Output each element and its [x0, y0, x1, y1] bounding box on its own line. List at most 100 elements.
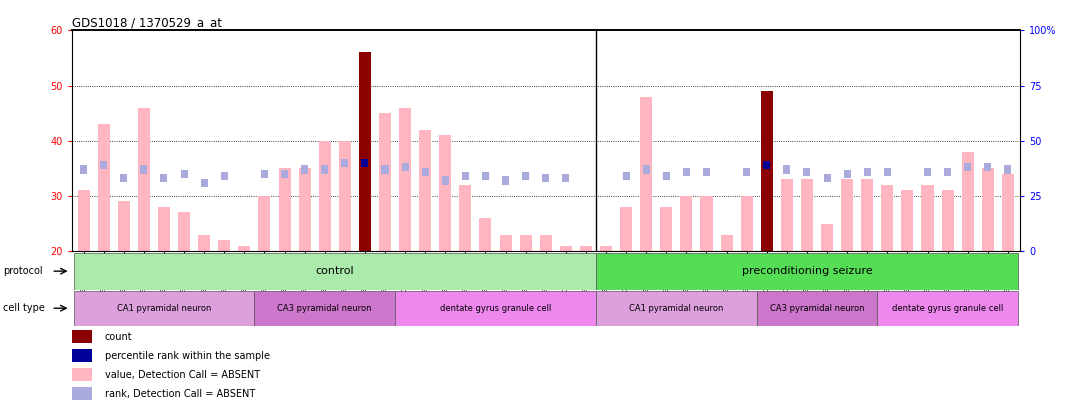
- Bar: [844, 170, 850, 178]
- Bar: [299, 168, 311, 251]
- Bar: [97, 124, 110, 251]
- Bar: [480, 218, 491, 251]
- Bar: [743, 168, 750, 176]
- Text: preconditioning seizure: preconditioning seizure: [741, 266, 873, 276]
- Bar: [961, 152, 974, 251]
- Bar: [442, 176, 449, 185]
- Bar: [258, 196, 270, 251]
- Bar: [221, 172, 227, 180]
- Bar: [760, 91, 773, 251]
- Bar: [596, 291, 757, 326]
- Bar: [944, 168, 952, 176]
- Bar: [663, 172, 670, 180]
- Bar: [502, 176, 509, 185]
- Bar: [682, 168, 690, 176]
- Bar: [422, 168, 428, 176]
- Bar: [520, 234, 532, 251]
- Bar: [623, 172, 630, 180]
- Bar: [178, 213, 190, 251]
- Text: percentile rank within the sample: percentile rank within the sample: [105, 351, 270, 361]
- Text: dentate gyrus granule cell: dentate gyrus granule cell: [892, 304, 1003, 313]
- Bar: [877, 291, 1018, 326]
- Bar: [600, 245, 612, 251]
- Bar: [238, 245, 250, 251]
- Bar: [703, 168, 710, 176]
- Bar: [439, 135, 452, 251]
- Bar: [560, 245, 571, 251]
- Bar: [864, 168, 870, 176]
- Bar: [100, 161, 107, 169]
- Bar: [74, 253, 596, 290]
- Bar: [740, 196, 753, 251]
- Bar: [823, 174, 831, 182]
- Bar: [180, 170, 188, 178]
- Bar: [80, 165, 88, 174]
- Bar: [1004, 165, 1011, 174]
- Bar: [580, 245, 592, 251]
- Bar: [279, 168, 290, 251]
- Bar: [158, 207, 170, 251]
- Bar: [261, 170, 268, 178]
- Bar: [74, 291, 254, 326]
- Bar: [884, 168, 891, 176]
- Bar: [402, 163, 409, 171]
- Bar: [861, 179, 874, 251]
- Bar: [72, 349, 93, 362]
- Bar: [643, 165, 649, 174]
- Text: count: count: [105, 332, 132, 342]
- Bar: [199, 234, 210, 251]
- Bar: [922, 185, 933, 251]
- Bar: [72, 368, 93, 381]
- Bar: [301, 165, 309, 174]
- Bar: [321, 165, 328, 174]
- Bar: [764, 161, 770, 169]
- Bar: [701, 196, 712, 251]
- Bar: [563, 174, 569, 182]
- Bar: [660, 207, 673, 251]
- Bar: [121, 174, 127, 182]
- Bar: [783, 165, 790, 174]
- Text: rank, Detection Call = ABSENT: rank, Detection Call = ABSENT: [105, 389, 255, 399]
- Bar: [500, 234, 512, 251]
- Text: CA3 pyramidal neuron: CA3 pyramidal neuron: [770, 304, 864, 313]
- Text: CA1 pyramidal neuron: CA1 pyramidal neuron: [116, 304, 211, 313]
- Bar: [881, 185, 893, 251]
- Text: CA3 pyramidal neuron: CA3 pyramidal neuron: [278, 304, 372, 313]
- Text: CA1 pyramidal neuron: CA1 pyramidal neuron: [629, 304, 723, 313]
- Bar: [254, 291, 395, 326]
- Bar: [901, 190, 913, 251]
- Bar: [379, 113, 391, 251]
- Text: value, Detection Call = ABSENT: value, Detection Call = ABSENT: [105, 370, 260, 380]
- Bar: [680, 196, 692, 251]
- Bar: [339, 141, 351, 251]
- Bar: [981, 168, 994, 251]
- Bar: [539, 234, 552, 251]
- Bar: [381, 165, 389, 174]
- Bar: [543, 174, 549, 182]
- Bar: [985, 163, 991, 171]
- Bar: [757, 291, 877, 326]
- Bar: [482, 172, 489, 180]
- Text: GDS1018 / 1370529_a_at: GDS1018 / 1370529_a_at: [72, 16, 221, 29]
- Bar: [138, 108, 150, 251]
- Bar: [342, 159, 348, 167]
- Bar: [399, 108, 411, 251]
- Bar: [721, 234, 733, 251]
- Bar: [461, 172, 469, 180]
- Bar: [596, 253, 1018, 290]
- Bar: [842, 179, 853, 251]
- Bar: [218, 240, 231, 251]
- Bar: [160, 174, 168, 182]
- Bar: [78, 190, 90, 251]
- Text: protocol: protocol: [3, 266, 43, 276]
- Bar: [117, 201, 130, 251]
- Bar: [72, 387, 93, 400]
- Bar: [1002, 174, 1014, 251]
- Bar: [640, 96, 653, 251]
- Bar: [801, 179, 813, 251]
- Bar: [318, 141, 331, 251]
- Bar: [359, 52, 371, 251]
- Bar: [781, 179, 792, 251]
- Bar: [964, 163, 971, 171]
- Bar: [459, 185, 471, 251]
